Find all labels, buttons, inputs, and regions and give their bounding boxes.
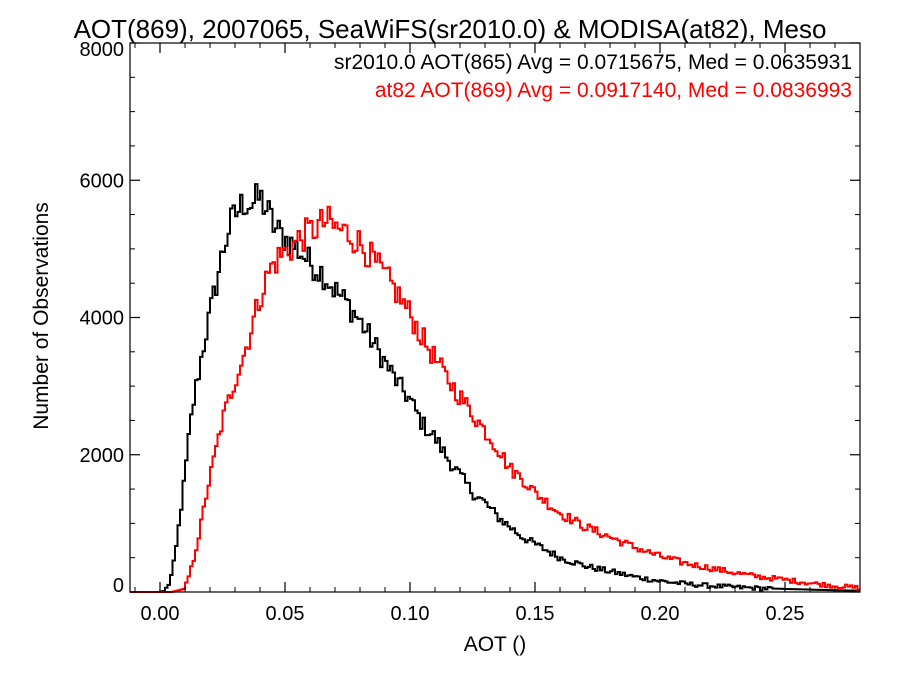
x-axis: 0.00 0.05 0.10 0.15 0.20 0.25 xyxy=(134,43,836,625)
series-line-1 xyxy=(130,205,860,593)
series-layer xyxy=(130,183,860,593)
x-axis-label: AOT () xyxy=(464,633,527,656)
x-tick-label: 0.25 xyxy=(766,603,805,625)
y-tick-label: 6000 xyxy=(80,170,125,192)
y-tick-label: 0 xyxy=(113,575,124,597)
y-axis: 0 2000 4000 6000 8000 xyxy=(80,39,860,597)
legend-entry-sr2010: sr2010.0 AOT(865) Avg = 0.0715675, Med =… xyxy=(334,51,852,74)
x-tick-label: 0.00 xyxy=(141,603,180,625)
y-axis-label: Number of Observations xyxy=(30,202,53,430)
y-tick-label: 2000 xyxy=(80,445,125,467)
y-tick-label: 8000 xyxy=(80,39,125,61)
y-tick-label: 4000 xyxy=(80,308,125,330)
x-tick-label: 0.10 xyxy=(391,603,430,625)
legend-entry-at82: at82 AOT(869) Avg = 0.0917140, Med = 0.0… xyxy=(375,79,852,102)
x-tick-label: 0.15 xyxy=(516,603,555,625)
x-tick-label: 0.20 xyxy=(641,603,680,625)
series-line-0 xyxy=(130,183,860,593)
chart-title: AOT(869), 2007065, SeaWiFS(sr2010.0) & M… xyxy=(74,14,827,44)
x-tick-label: 0.05 xyxy=(266,603,305,625)
